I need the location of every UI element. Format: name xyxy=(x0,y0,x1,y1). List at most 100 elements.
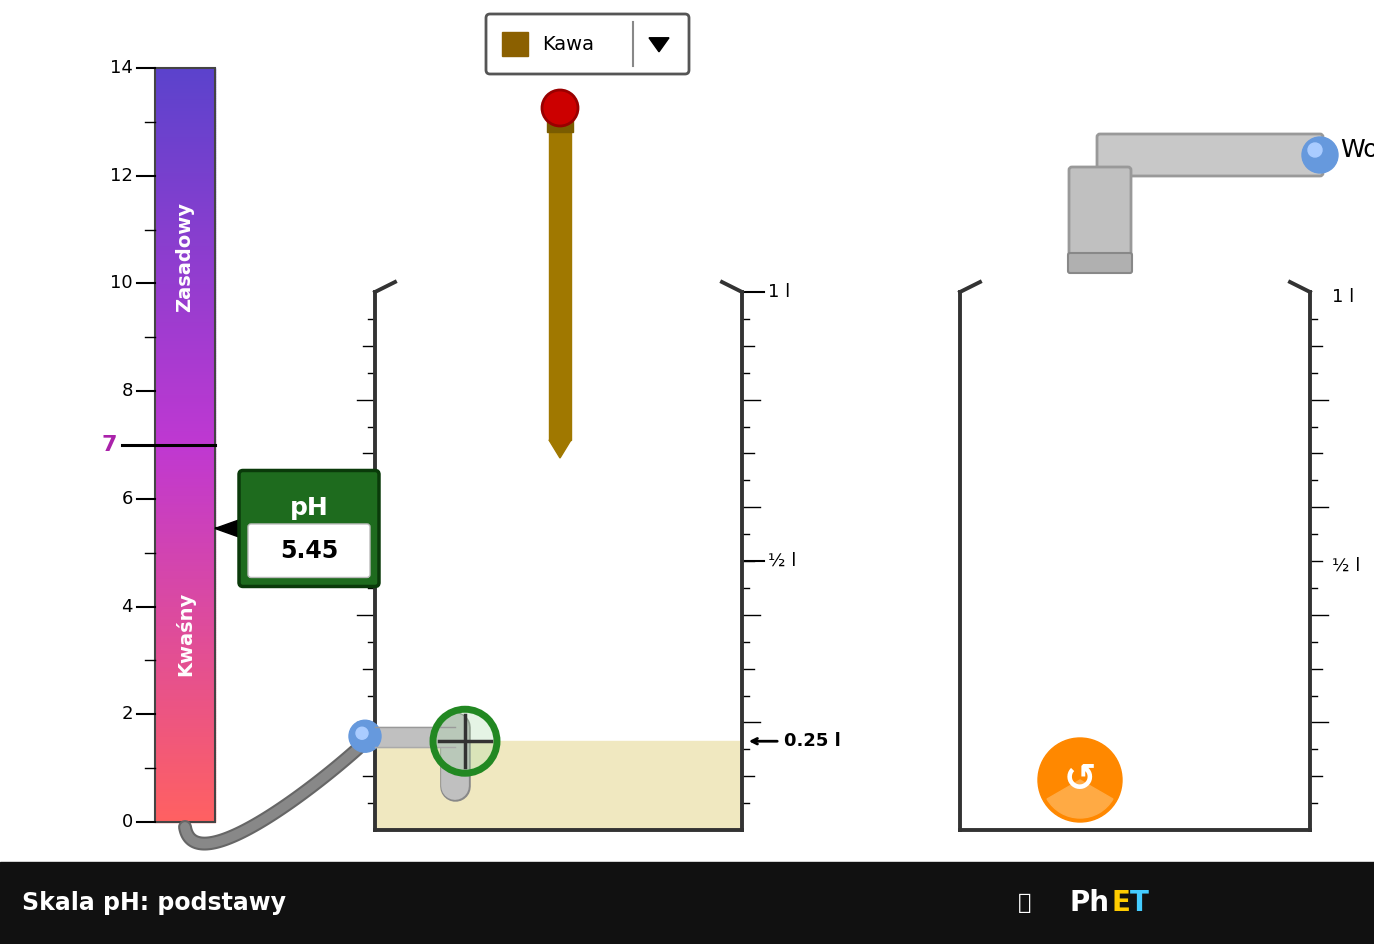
Bar xyxy=(155,353,214,355)
Bar xyxy=(155,465,214,467)
Bar xyxy=(155,330,214,332)
Bar xyxy=(155,194,214,196)
Bar xyxy=(155,159,214,160)
Bar xyxy=(155,484,214,486)
Bar xyxy=(155,407,214,409)
Bar xyxy=(155,497,214,499)
Text: 12: 12 xyxy=(110,167,133,185)
Bar xyxy=(550,116,572,440)
Bar xyxy=(155,68,214,70)
Bar xyxy=(155,513,214,514)
Bar xyxy=(155,554,214,556)
Bar xyxy=(155,213,214,215)
Bar xyxy=(155,792,214,794)
Bar xyxy=(155,586,214,588)
Bar xyxy=(155,539,214,541)
Bar xyxy=(155,110,214,111)
Bar xyxy=(155,677,214,679)
Bar xyxy=(155,749,214,750)
Bar xyxy=(155,582,214,584)
Bar xyxy=(155,255,214,257)
Bar xyxy=(155,545,214,547)
Bar xyxy=(155,650,214,652)
Bar xyxy=(155,448,214,450)
Bar xyxy=(375,727,455,748)
Bar xyxy=(155,211,214,213)
Bar xyxy=(155,160,214,162)
Bar xyxy=(155,783,214,784)
Bar xyxy=(155,370,214,372)
Circle shape xyxy=(436,712,495,770)
Bar xyxy=(155,609,214,611)
Bar xyxy=(155,673,214,675)
Bar xyxy=(155,467,214,469)
Bar xyxy=(155,711,214,713)
Bar xyxy=(155,232,214,234)
Bar xyxy=(155,403,214,405)
Bar xyxy=(155,607,214,609)
Bar xyxy=(155,94,214,96)
Bar xyxy=(155,227,214,228)
Bar xyxy=(155,230,214,232)
Bar xyxy=(155,247,214,249)
Bar xyxy=(155,514,214,516)
Bar xyxy=(155,628,214,630)
Bar xyxy=(155,119,214,121)
Bar xyxy=(155,743,214,745)
Text: T: T xyxy=(1129,889,1149,917)
Text: Ph: Ph xyxy=(1070,889,1110,917)
Bar xyxy=(155,93,214,94)
Bar xyxy=(155,705,214,707)
Bar xyxy=(155,374,214,376)
Polygon shape xyxy=(214,518,243,538)
Bar xyxy=(155,503,214,505)
Bar xyxy=(155,149,214,151)
Text: ½ l: ½ l xyxy=(768,552,797,570)
Bar xyxy=(155,709,214,711)
Bar xyxy=(155,313,214,315)
Bar xyxy=(155,200,214,202)
Bar xyxy=(155,684,214,686)
Bar xyxy=(155,599,214,601)
Bar xyxy=(155,800,214,801)
Bar xyxy=(155,618,214,620)
Bar xyxy=(155,594,214,596)
Bar xyxy=(155,319,214,321)
Bar xyxy=(155,293,214,295)
Bar xyxy=(155,268,214,270)
Bar xyxy=(155,196,214,198)
Bar xyxy=(155,528,214,530)
Bar xyxy=(155,811,214,813)
Bar xyxy=(155,228,214,230)
Bar xyxy=(155,414,214,416)
Bar xyxy=(155,296,214,298)
Circle shape xyxy=(1308,143,1322,157)
Bar xyxy=(155,611,214,613)
Bar xyxy=(155,279,214,281)
Bar xyxy=(155,773,214,775)
Bar xyxy=(155,259,214,261)
Bar xyxy=(502,32,528,56)
Bar xyxy=(155,106,214,108)
Bar xyxy=(155,115,214,117)
Bar xyxy=(155,713,214,715)
Bar xyxy=(155,598,214,599)
Bar xyxy=(155,249,214,251)
Bar xyxy=(155,760,214,762)
Text: 14: 14 xyxy=(110,59,133,77)
Bar xyxy=(155,462,214,464)
Bar xyxy=(155,357,214,359)
Bar xyxy=(155,633,214,635)
Bar xyxy=(155,750,214,752)
Bar xyxy=(155,329,214,330)
Bar xyxy=(155,219,214,221)
Bar xyxy=(155,378,214,379)
Bar xyxy=(155,162,214,164)
Bar xyxy=(155,541,214,543)
Bar xyxy=(155,422,214,424)
Text: 👤: 👤 xyxy=(1018,893,1032,913)
Bar xyxy=(155,494,214,496)
Bar xyxy=(155,613,214,615)
Bar xyxy=(155,511,214,513)
Bar xyxy=(155,781,214,783)
